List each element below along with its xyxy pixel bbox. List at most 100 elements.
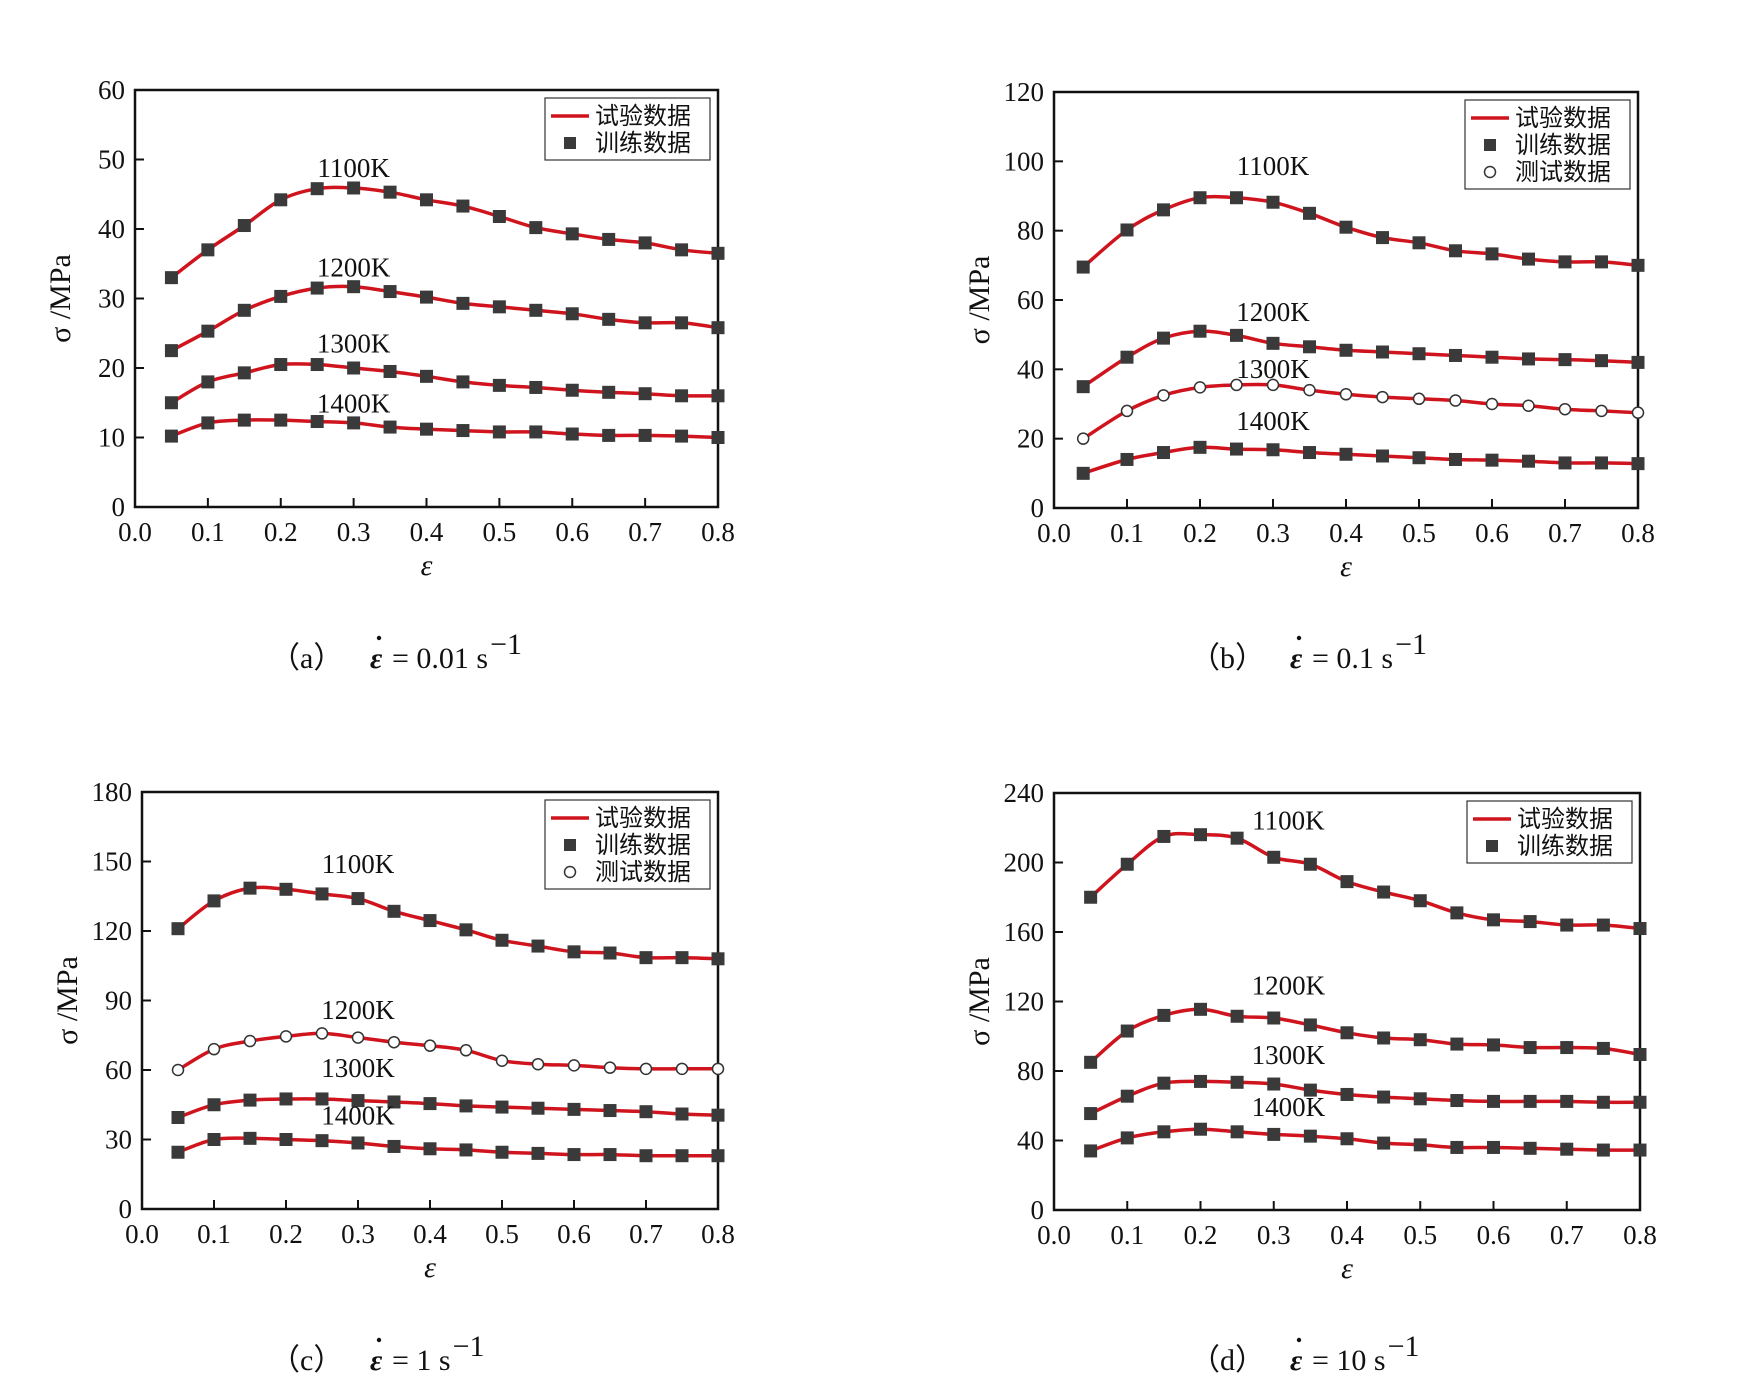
training-data-point [1157, 446, 1170, 460]
training-data-point [1157, 1076, 1171, 1090]
training-data-point [1558, 353, 1572, 367]
training-data-point [1303, 446, 1316, 460]
strain-rate-value: = 0.01 s [392, 642, 488, 675]
series-label: 1100K [322, 849, 395, 879]
series-label: 1300K [1236, 354, 1310, 384]
training-data-point [1522, 252, 1535, 266]
chart-panel-d: 0.0 0.1 0.2 0.3 0.4 0.5 0.6 0.7 0.8 0 40 80 120 160 20… [963, 778, 1657, 1285]
training-data-point [171, 1145, 185, 1159]
caption-c: （c） ε = 1 s −1 [270, 1330, 485, 1377]
x-tick-label: 0.5 [483, 517, 517, 547]
training-data-point [1413, 1092, 1427, 1106]
training-data-point [310, 281, 324, 295]
training-data-point [1194, 828, 1207, 842]
y-tick-label: 90 [105, 986, 132, 1016]
training-data-point [1633, 922, 1647, 936]
strain-rate-symbol: ε [1290, 1344, 1303, 1377]
x-tick-label: 0.6 [557, 1219, 591, 1249]
training-data-point [1339, 343, 1353, 357]
caption-d: （d） ε = 10 s −1 [1190, 1330, 1420, 1377]
training-data-point [423, 1142, 437, 1156]
training-data-point [171, 1110, 185, 1124]
x-tick-label: 0.4 [413, 1219, 447, 1249]
test-data-point [1631, 406, 1645, 419]
series-line [170, 284, 719, 353]
series-line [170, 361, 719, 405]
training-data-point [638, 236, 652, 250]
x-tick-label: 0.7 [1548, 518, 1582, 548]
training-data-point [1412, 451, 1426, 465]
panel-caption-label: （c） [270, 1344, 343, 1377]
x-tick-label: 0.7 [629, 1219, 663, 1249]
training-data-point [1120, 1131, 1134, 1145]
series-1400K: 1400K [164, 388, 725, 444]
training-data-point [1595, 255, 1608, 269]
training-data-point [675, 316, 689, 330]
test-data-point [603, 1061, 617, 1074]
chart-panel-c: 0.0 0.1 0.2 0.3 0.4 0.5 0.6 0.7 0.8 0 30 60 90 120 150… [51, 777, 735, 1284]
training-data-point [164, 271, 178, 285]
legend-box [1466, 800, 1633, 864]
series-label: 1400K [1236, 406, 1310, 436]
training-data-point [243, 1093, 257, 1107]
y-tick-label: 120 [1004, 987, 1045, 1017]
series-label: 1400K [1252, 1092, 1326, 1122]
training-data-point [351, 1136, 365, 1150]
training-data-point [567, 1102, 581, 1116]
legend-label: 试验数据 [595, 102, 691, 130]
y-axis-label: σ /MPa [963, 957, 996, 1046]
training-data-point [602, 232, 616, 246]
training-data-point [383, 420, 397, 434]
x-tick-label: 0.1 [197, 1219, 231, 1249]
training-data-point [1230, 831, 1244, 845]
training-data-point [1377, 885, 1391, 899]
x-axis-label: ε [421, 549, 433, 582]
training-data-point [1560, 1041, 1574, 1055]
test-data-point [1522, 399, 1535, 412]
series-1300K: 1300K [1076, 354, 1645, 445]
training-data-point [201, 324, 215, 338]
legend-label: 训练数据 [1515, 131, 1611, 159]
strain-rate-dot [1296, 635, 1302, 641]
y-tick-label: 30 [98, 284, 125, 314]
training-data-point [387, 904, 401, 918]
training-data-point [675, 951, 689, 965]
training-data-point [274, 289, 288, 303]
strain-rate-exponent: −1 [1388, 1330, 1420, 1363]
test-data-point [1120, 404, 1134, 418]
series-label: 1100K [1252, 805, 1325, 835]
series-label: 1200K [321, 995, 395, 1025]
legend-square-swatch [564, 839, 576, 851]
test-data-point [1485, 397, 1499, 411]
training-data-point [1076, 260, 1090, 274]
x-axis-label: ε [1340, 550, 1352, 583]
training-data-point [1076, 466, 1090, 480]
test-data-point [1339, 388, 1353, 401]
training-data-point [347, 361, 361, 375]
training-data-point [711, 246, 725, 260]
training-data-point [675, 1149, 689, 1163]
training-data-point [1340, 1026, 1354, 1040]
training-data-point [351, 892, 365, 906]
legend-square-swatch [1484, 139, 1496, 151]
training-data-point [1487, 913, 1500, 927]
training-data-point [274, 358, 288, 372]
panel-caption-label: （d） [1190, 1344, 1265, 1377]
test-data-point [243, 1034, 257, 1048]
strain-rate-dot [1296, 1337, 1302, 1343]
test-data-point [351, 1031, 365, 1044]
legend-label: 训练数据 [595, 831, 691, 859]
strain-rate-symbol: ε [370, 642, 383, 675]
training-data-point [1339, 447, 1353, 461]
training-data-point [711, 1108, 725, 1122]
training-data-point [1523, 915, 1537, 929]
x-tick-label: 0.3 [337, 517, 371, 547]
series-label: 1400K [317, 388, 391, 418]
training-data-point [531, 1146, 545, 1160]
test-data-point [567, 1059, 581, 1072]
series-1400K: 1400K [171, 1100, 725, 1163]
x-tick-label: 0.1 [1110, 1220, 1144, 1250]
training-data-point [456, 296, 470, 310]
test-data-point [711, 1062, 725, 1076]
